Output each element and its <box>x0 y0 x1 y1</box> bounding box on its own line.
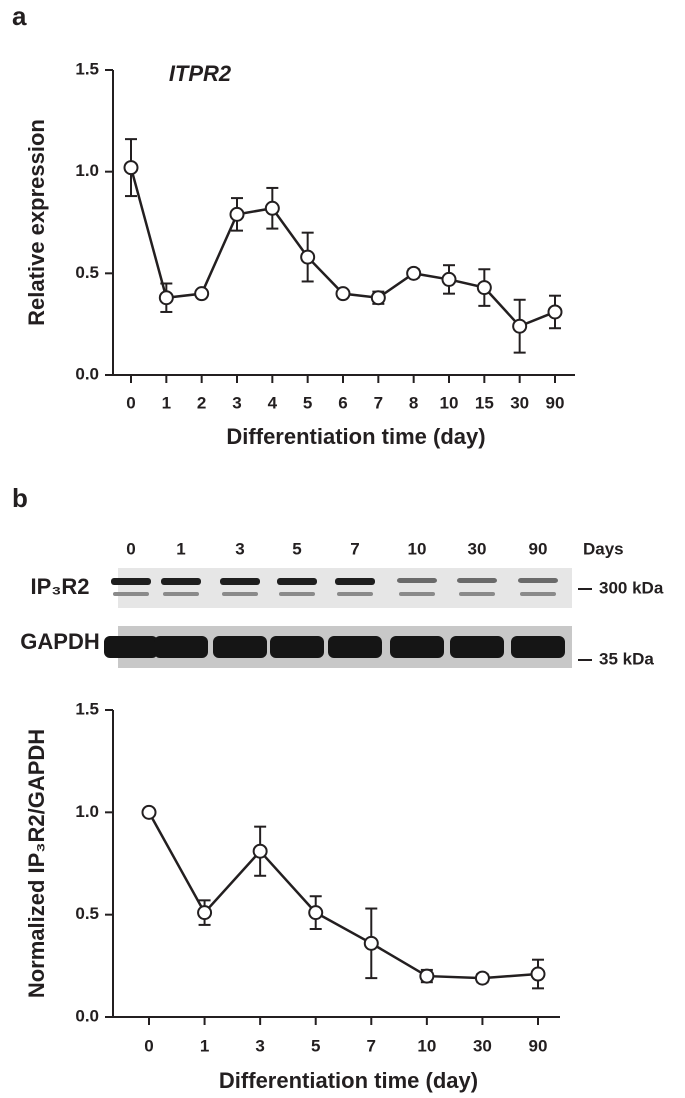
band <box>111 578 151 585</box>
data-point <box>441 271 457 287</box>
y-axis-label: Relative expression <box>24 119 49 326</box>
y-tick-label: 1.5 <box>75 699 99 718</box>
x-tick-label: 15 <box>475 393 494 412</box>
lane-label: 3 <box>235 539 244 558</box>
lane-label: 7 <box>350 539 359 558</box>
band <box>277 578 317 585</box>
y-axis-label: Normalized IP₃R2/GAPDH <box>24 729 49 998</box>
band <box>397 578 437 583</box>
y-tick-label: 0.0 <box>75 364 99 383</box>
blot-row-label: GAPDH <box>20 629 99 654</box>
band <box>154 636 208 658</box>
data-point <box>197 905 213 921</box>
band <box>399 592 435 596</box>
lane-label: 90 <box>529 539 548 558</box>
data-point <box>370 290 386 306</box>
x-tick-label: 10 <box>417 1036 436 1055</box>
band <box>222 592 258 596</box>
marker-label: 300 kDa <box>599 578 664 597</box>
data-point <box>300 249 316 265</box>
blot-strip <box>118 568 572 608</box>
x-tick-label: 1 <box>200 1036 209 1055</box>
x-tick-label: 0 <box>144 1036 153 1055</box>
data-point <box>419 968 435 984</box>
x-tick-label: 7 <box>374 393 383 412</box>
lane-label: 0 <box>126 539 135 558</box>
data-point <box>264 200 280 216</box>
x-tick-label: 90 <box>529 1036 548 1055</box>
band <box>335 578 375 585</box>
lane-label: 30 <box>468 539 487 558</box>
y-tick-label: 0.0 <box>75 1006 99 1025</box>
data-point <box>123 160 139 176</box>
lane-label: 1 <box>176 539 185 558</box>
data-line <box>147 811 539 980</box>
marker-label: 35 kDa <box>599 649 654 668</box>
band <box>213 636 267 658</box>
band <box>279 592 315 596</box>
x-tick-label: 90 <box>546 393 565 412</box>
band <box>328 636 382 658</box>
x-axis-label: Differentiation time (day) <box>226 424 485 449</box>
chart-title: ITPR2 <box>169 61 232 86</box>
x-tick-label: 8 <box>409 393 418 412</box>
x-tick-label: 30 <box>473 1036 492 1055</box>
band <box>390 636 444 658</box>
x-tick-label: 5 <box>303 393 312 412</box>
data-point <box>512 318 528 334</box>
band <box>511 636 565 658</box>
panel-label: b <box>12 483 28 513</box>
data-point <box>474 970 490 986</box>
blot-row-label: IP₃R2 <box>30 574 89 599</box>
lane-label: 5 <box>292 539 301 558</box>
x-tick-label: 5 <box>311 1036 320 1055</box>
band <box>104 636 158 658</box>
x-tick-label: 7 <box>367 1036 376 1055</box>
x-axis-label: Differentiation time (day) <box>219 1068 478 1093</box>
band <box>161 578 201 585</box>
y-tick-label: 1.5 <box>75 59 99 78</box>
x-tick-label: 30 <box>510 393 529 412</box>
data-point <box>530 966 546 982</box>
data-point <box>476 280 492 296</box>
x-tick-label: 3 <box>255 1036 264 1055</box>
panel-label: a <box>12 1 27 31</box>
band <box>520 592 556 596</box>
data-point <box>406 265 422 281</box>
band <box>450 636 504 658</box>
x-tick-label: 1 <box>162 393 171 412</box>
data-point <box>194 286 210 302</box>
band <box>337 592 373 596</box>
x-tick-label: 6 <box>338 393 347 412</box>
lane-unit: Days <box>583 539 624 558</box>
band <box>113 592 149 596</box>
x-tick-label: 0 <box>126 393 135 412</box>
band <box>163 592 199 596</box>
band <box>518 578 558 583</box>
data-point <box>547 304 563 320</box>
data-point <box>252 843 268 859</box>
data-point <box>158 290 174 306</box>
lane-label: 10 <box>408 539 427 558</box>
y-tick-label: 1.0 <box>75 802 99 821</box>
band <box>220 578 260 585</box>
y-tick-label: 0.5 <box>75 904 99 923</box>
band <box>459 592 495 596</box>
x-tick-label: 2 <box>197 393 206 412</box>
y-tick-label: 1.0 <box>75 161 99 180</box>
x-tick-label: 10 <box>440 393 459 412</box>
data-point <box>141 804 157 820</box>
data-point <box>229 206 245 222</box>
data-point <box>335 286 351 302</box>
data-point <box>308 905 324 921</box>
x-tick-label: 3 <box>232 393 241 412</box>
band <box>457 578 497 583</box>
band <box>270 636 324 658</box>
y-tick-label: 0.5 <box>75 263 99 282</box>
data-line <box>129 167 556 328</box>
data-point <box>363 935 379 951</box>
x-tick-label: 4 <box>268 393 278 412</box>
